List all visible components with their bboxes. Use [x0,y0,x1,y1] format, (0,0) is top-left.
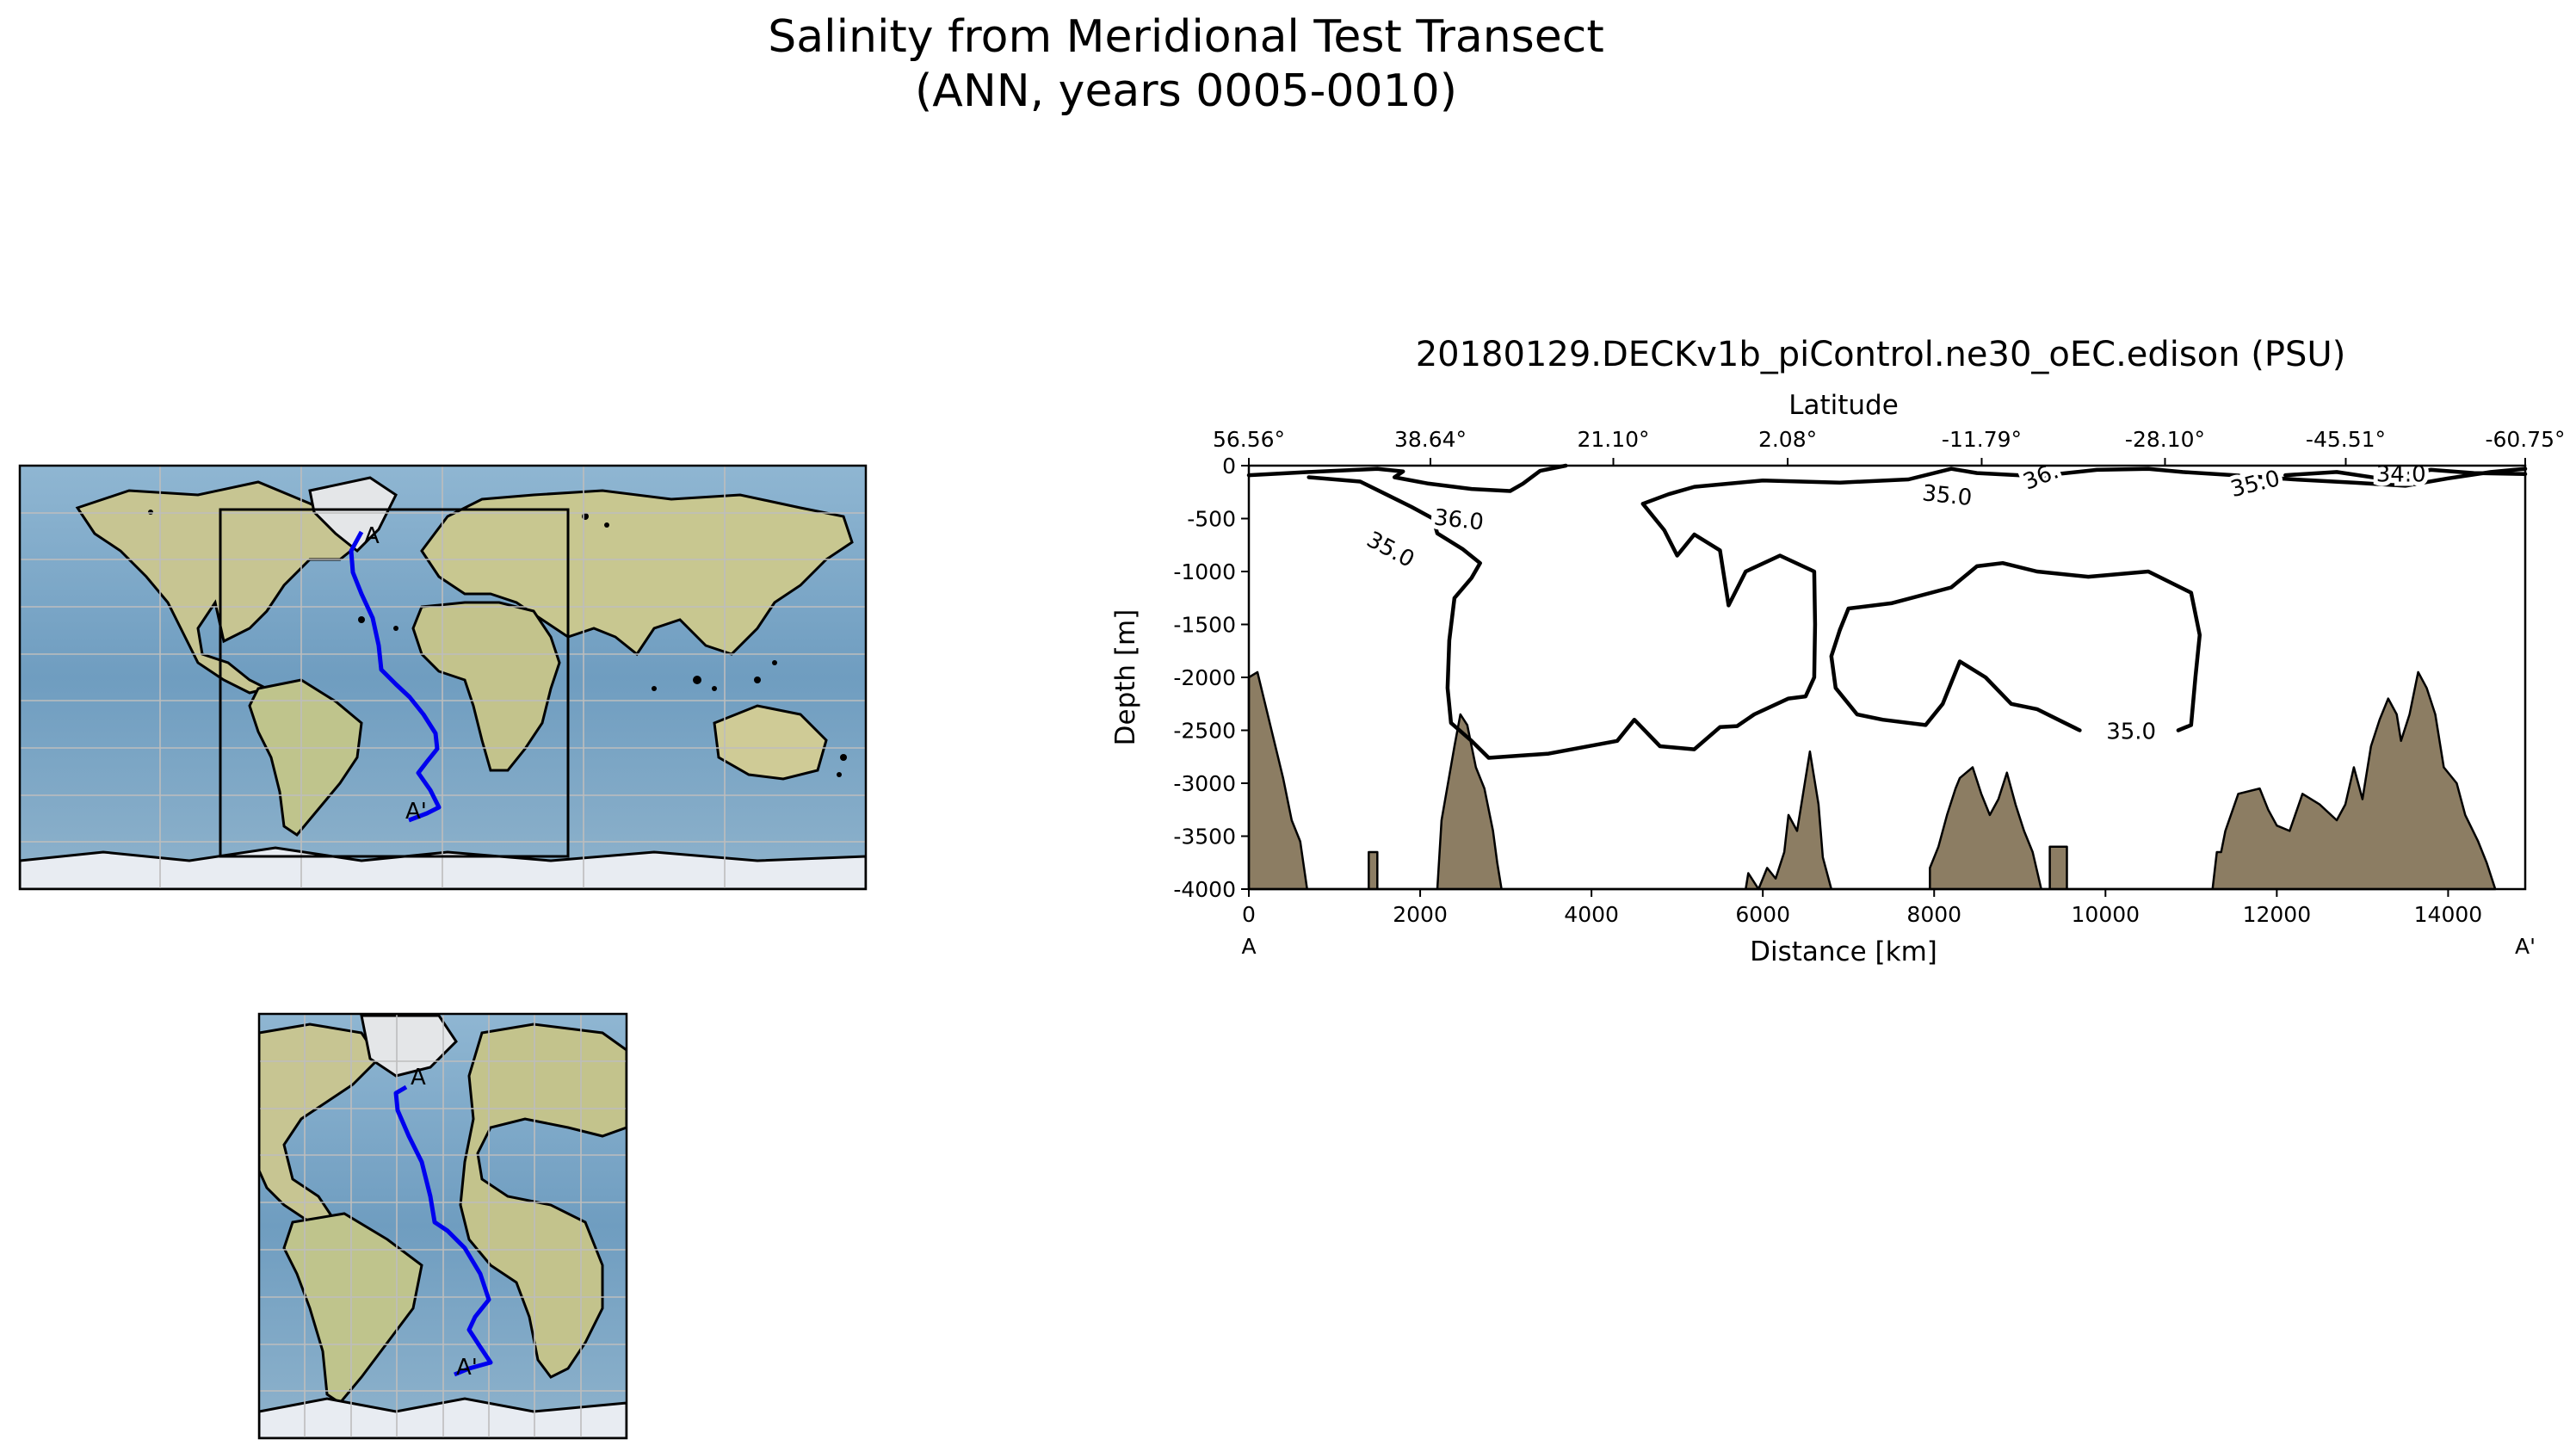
inset-region-box [219,508,570,858]
greenland-landmass [308,476,398,553]
section-title: 20180129.DECKv1b_piControl.ne30_oEC.edis… [1416,335,2346,374]
transect-line-inset [393,1084,493,1377]
transect-line-global [349,530,442,823]
contour-line-35-3 [1829,627,2082,732]
top-tick-label-6: -45.51° [2306,427,2386,452]
x-tick-label-5: 10000 [2072,902,2140,927]
top-tick-label-3: 2.08° [1758,427,1817,452]
top-tick-label-1: 38.64° [1394,427,1467,452]
bathymetry-layer [1247,670,2497,891]
salinity-section-plot: 20180129.DECKv1b_piControl.ne30_oEC.edis… [1110,335,2566,967]
x-tick-label-1: 2000 [1393,902,1448,927]
top-axis-label: Latitude [1788,390,1899,421]
inset-map-gridlines [259,1014,627,1438]
contour-label-2: 35.0 [1921,480,1974,511]
south-america-landmass [248,678,363,837]
top-tick-label-0: 56.56° [1213,427,1285,452]
inset-map-frame [257,1012,628,1440]
contour-label-0: 36.0 [1433,505,1486,536]
figure-title-line2: (ANN, years 0005-0010) [915,65,1457,117]
x-tick-label-7: 14000 [2414,902,2483,927]
contour-label-3: 35.0 [2106,719,2156,745]
global-map-frame [18,464,868,891]
bathymetry-fill [1247,670,2497,891]
y-tick-label-6: -3000 [1173,771,1236,796]
contour-line-35-1 [1307,466,2528,760]
australia-landmass [713,704,828,781]
y-tick-label-5: -2500 [1173,719,1236,744]
global-map-gridlines [20,466,866,889]
y-tick-label-1: -500 [1187,507,1236,532]
global-map-end-label: A' [405,799,427,825]
y-tick-label-0: 0 [1222,454,1236,479]
y-axis-label: Depth [m] [1110,609,1141,746]
x-tick-label-0: 0 [1242,902,1256,927]
top-tick-label-5: -28.10° [2125,427,2205,452]
x-axis-label: Distance [km] [1750,936,1937,967]
top-tick-label-2: 21.10° [1577,427,1649,452]
y-tick-label-4: -2000 [1173,665,1236,690]
africa-landmass [411,601,561,772]
contour-label-5: 36. [2020,458,2063,495]
contour-label-1: 35.0 [1362,527,1418,573]
y-tick-label-7: -3500 [1173,825,1236,850]
contour-layer [1246,463,2528,760]
y-axis-ticks: 0 -500 -1000 -1500 -2000 -2500 -3000 -3500 -4000 [1173,454,1249,902]
contour-label-4: 35.0 [2228,466,2283,503]
top-axis-ticks: 56.56° 38.64° 21.10° 2.08° -11.79° -28.10° -45… [1213,427,2566,466]
inset-map-end-label: A' [456,1355,478,1381]
global-map-start-label: A [364,523,380,549]
x-tick-label-2: 4000 [1564,902,1619,927]
x-axis-ticks: 0 2000 4000 6000 8000 10000 12000 14000 [1242,889,2482,927]
y-tick-label-8: -4000 [1173,877,1236,902]
y-tick-label-3: -1500 [1173,613,1236,638]
figure-title-line1: Salinity from Meridional Test Transect [768,11,1603,63]
section-start-label: A [1241,934,1256,959]
inset-europe-africa-landmass [459,1023,627,1379]
x-tick-label-3: 6000 [1735,902,1790,927]
top-tick-label-7: -60.75° [2485,427,2565,452]
section-end-label: A' [2515,934,2536,959]
x-tick-label-6: 12000 [2243,902,2312,927]
global-map: A A' [18,464,868,891]
x-tick-label-4: 8000 [1906,902,1961,927]
inset-map-start-label: A [411,1065,426,1091]
top-tick-label-4: -11.79° [1942,427,2022,452]
contour-line-35-2 [1838,560,2202,732]
contour-line-34-4 [2283,467,2528,481]
inset-map: A A' [257,1012,628,1440]
contour-line-36-0 [1246,463,1568,493]
y-tick-label-2: -1000 [1173,559,1236,584]
